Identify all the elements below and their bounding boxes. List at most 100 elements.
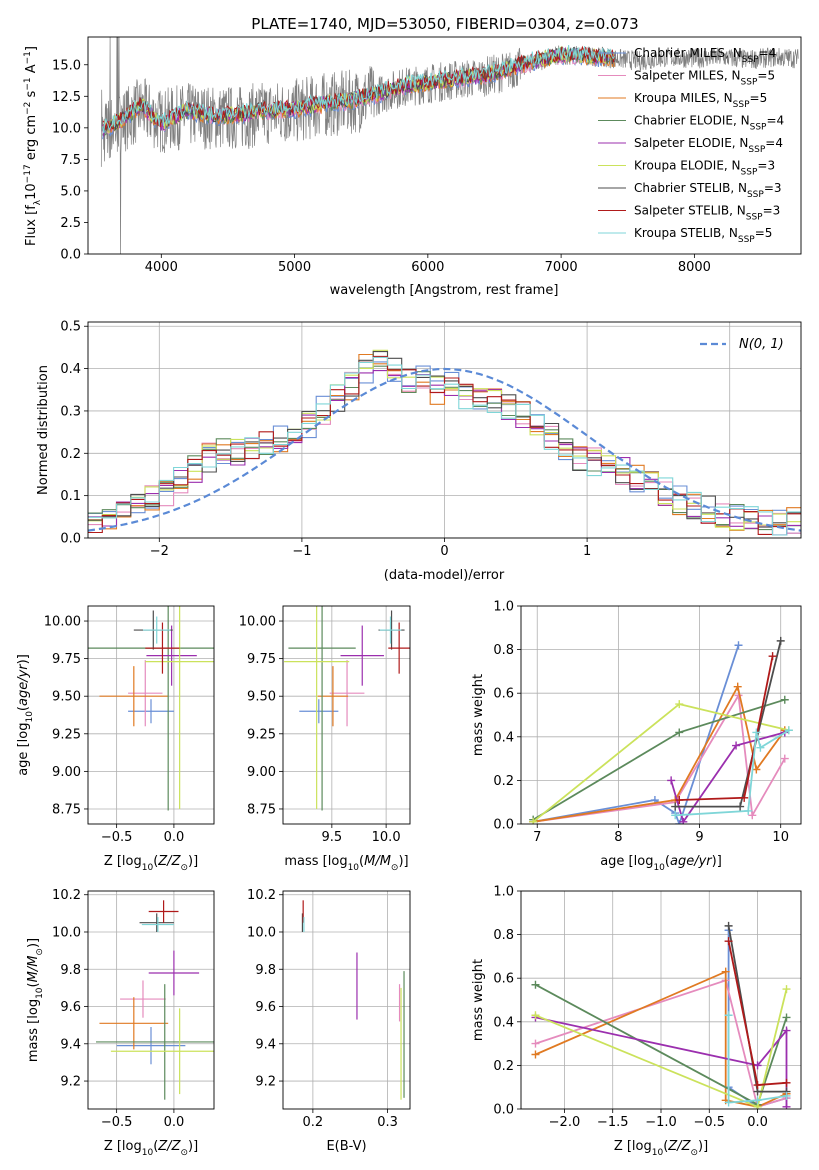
label-fragment: 10 bbox=[348, 863, 360, 873]
axes-frame bbox=[520, 605, 802, 825]
legend-label: Kroupa ELODIE, NSSP=3 bbox=[634, 159, 775, 178]
label-fragment: 10 bbox=[653, 863, 665, 873]
mass-weight-marker bbox=[782, 1078, 791, 1087]
x-tick-label: 2 bbox=[726, 544, 734, 559]
grid bbox=[88, 891, 214, 1109]
y-tick-label: 9.4 bbox=[60, 1037, 81, 1052]
y-tick-label: 9.2 bbox=[255, 1075, 276, 1090]
mass-weight-marker bbox=[675, 820, 684, 824]
label-fragment: Salpeter MILES, N bbox=[634, 69, 741, 83]
y-tick-label: 9.00 bbox=[52, 765, 81, 780]
mass-weight-marker bbox=[782, 1102, 791, 1109]
x-tick-label: 0 bbox=[440, 544, 448, 559]
mass-weight-marker bbox=[531, 980, 540, 989]
legend-label: Chabrier MILES, NSSP=4 bbox=[634, 46, 776, 65]
mass-weight-marker bbox=[740, 793, 749, 802]
label-fragment: M/M bbox=[26, 956, 41, 983]
label-fragment: −1 bbox=[23, 51, 33, 64]
mass-weight-marker bbox=[776, 636, 785, 645]
label-fragment: Kroupa STELIB, N bbox=[634, 226, 738, 240]
residual-histogram bbox=[88, 353, 801, 531]
residual-histogram bbox=[88, 356, 801, 536]
mass-weight-marker bbox=[721, 967, 730, 976]
label-fragment: 10 bbox=[142, 863, 154, 873]
y-axis-label: Normed distribution bbox=[36, 365, 51, 495]
axes-frame bbox=[87, 605, 215, 825]
y-tick-label: 0.0 bbox=[60, 532, 81, 547]
label-fragment: )] bbox=[698, 1139, 708, 1154]
mass-weight-marker bbox=[736, 802, 745, 811]
label-fragment: )] bbox=[16, 654, 31, 664]
y-tick-label: 9.4 bbox=[255, 1037, 276, 1052]
label-fragment: age/yr bbox=[670, 854, 713, 869]
y-tick-label: 7.5 bbox=[60, 153, 81, 168]
label-fragment: M/M bbox=[364, 854, 391, 869]
y-axis-label: age [log10(age/yr)] bbox=[16, 654, 35, 776]
legend-label: N(0, 1) bbox=[739, 337, 784, 352]
label-fragment: =5 bbox=[750, 91, 768, 105]
label-fragment: −17 bbox=[23, 164, 33, 183]
grid bbox=[283, 606, 410, 824]
label-fragment: =5 bbox=[757, 69, 775, 83]
label-fragment: erg cm bbox=[24, 115, 39, 164]
y-tick-label: 9.6 bbox=[60, 1000, 81, 1015]
x-axis-label: mass [log10(M/M⊙)] bbox=[284, 854, 408, 873]
y-tick-label: 0.4 bbox=[60, 362, 81, 377]
plot-area bbox=[283, 606, 410, 824]
label-fragment: Kroupa MILES, N bbox=[634, 91, 733, 105]
mass-weight-marker bbox=[768, 652, 777, 661]
mass-weight-line bbox=[533, 684, 786, 823]
label-fragment: SSP bbox=[748, 145, 765, 155]
x-tick-label: −0.5 bbox=[101, 1115, 133, 1130]
mass-weight-marker bbox=[784, 726, 793, 735]
figure-title: PLATE=1740, MJD=53050, FIBERID=0304, z=0… bbox=[251, 15, 638, 33]
y-tick-label: 8.75 bbox=[52, 802, 81, 817]
mass-weight-marker bbox=[756, 743, 765, 752]
y-tick-label: 9.25 bbox=[52, 727, 81, 742]
x-axis-label: age [log10(age/yr)] bbox=[600, 854, 722, 873]
label-fragment: age [log bbox=[16, 723, 31, 776]
label-fragment: −2 bbox=[23, 102, 33, 115]
label-fragment: =4 bbox=[759, 46, 777, 60]
plot-area bbox=[521, 891, 801, 1109]
y-tick-label: 9.8 bbox=[255, 963, 276, 978]
x-tick-label: 10.0 bbox=[372, 830, 401, 845]
y-tick-label: 0.4 bbox=[493, 730, 514, 745]
x-tick-label: −2.0 bbox=[549, 1115, 581, 1130]
label-fragment: Kroupa ELODIE, N bbox=[634, 159, 741, 173]
x-tick-label: 8000 bbox=[678, 260, 711, 275]
x-tick-label: 7 bbox=[533, 830, 541, 845]
label-fragment: ⊙ bbox=[180, 863, 188, 873]
label-fragment: λ bbox=[33, 199, 43, 205]
y-tick-label: 0.4 bbox=[493, 1015, 514, 1030]
x-tick-label: −1 bbox=[292, 544, 311, 559]
x-tick-label: 9 bbox=[695, 830, 703, 845]
y-tick-label: 0.0 bbox=[493, 1103, 514, 1118]
label-fragment: Z/Z bbox=[667, 1139, 691, 1154]
y-axis-label: mass [log10(M/M⊙)] bbox=[26, 938, 45, 1062]
label-fragment: A bbox=[24, 64, 39, 77]
y-tick-label: 10.0 bbox=[247, 925, 276, 940]
mass-weight-marker bbox=[734, 641, 743, 650]
mass-weight-marker bbox=[733, 682, 742, 691]
gaussian-curve bbox=[88, 367, 801, 532]
x-axis-label: (data-model)/error bbox=[384, 568, 505, 583]
mass-weight-marker bbox=[753, 1096, 762, 1105]
y-tick-label: 10.0 bbox=[52, 925, 81, 940]
y-tick-label: 5.0 bbox=[60, 184, 81, 199]
label-fragment: 10 bbox=[142, 1148, 154, 1158]
mass-weight-marker bbox=[667, 776, 676, 785]
label-fragment: SSP bbox=[733, 100, 750, 110]
mass-weight-marker bbox=[782, 1091, 791, 1100]
y-tick-label: 10.00 bbox=[239, 615, 276, 630]
y-tick-label: 9.75 bbox=[52, 652, 81, 667]
x-tick-label: 0.0 bbox=[164, 1115, 185, 1130]
legend-label: Kroupa STELIB, NSSP=5 bbox=[634, 226, 772, 245]
mass-weight-marker bbox=[753, 1081, 762, 1090]
grid bbox=[521, 606, 801, 824]
mass-weight-marker bbox=[675, 700, 684, 709]
y-tick-label: 0.2 bbox=[60, 447, 81, 462]
mass-weight-marker bbox=[679, 817, 688, 824]
